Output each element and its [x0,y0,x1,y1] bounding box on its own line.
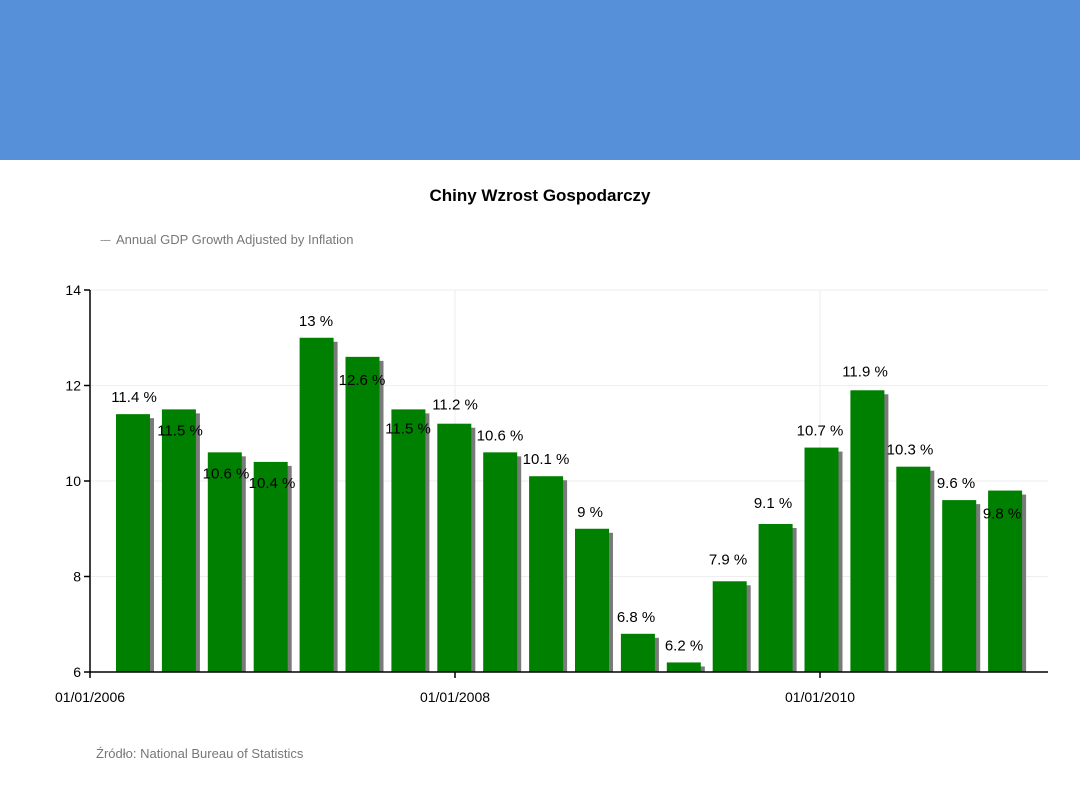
bar [666,662,701,672]
data-label: 10.1 % [523,451,570,468]
data-label: 11.5 % [157,422,203,439]
y-tick-label: 6 [73,664,81,680]
data-label: 11.9 % [842,363,888,380]
bar [804,447,839,672]
bar [207,452,242,672]
bar [896,466,931,672]
y-tick-label: 10 [65,473,81,489]
bar [575,528,609,672]
legend-label: Annual GDP Growth Adjusted by Inflation [116,232,354,247]
bar [345,356,380,672]
y-tick-label: 8 [73,569,81,585]
data-label: 9 % [577,504,603,521]
data-label: 11.2 % [432,397,478,414]
bar [253,461,288,672]
data-label: 9.8 % [983,506,1021,523]
data-label: 10.4 % [249,475,296,492]
bar [437,423,472,672]
header-band [0,0,1080,160]
bar [758,523,793,672]
data-label: 10.6 % [477,427,524,444]
y-tick-label: 12 [65,378,81,394]
chart-title: Chiny Wzrost Gospodarczy [429,186,651,205]
data-label: 9.1 % [754,495,792,512]
bar [850,390,885,672]
data-label: 6.8 % [617,609,655,626]
data-label: 10.3 % [887,442,934,459]
data-label: 9.6 % [937,475,975,492]
data-label: 6.2 % [665,637,703,654]
data-label: 10.6 % [203,465,250,482]
x-tick-label: 01/01/2010 [785,689,855,705]
data-label: 13 % [299,313,333,330]
data-label: 7.9 % [709,551,747,568]
bar [620,633,655,672]
bar [116,414,150,672]
data-label: 10.7 % [797,423,844,440]
chart-legend: --- Annual GDP Growth Adjusted by Inflati… [100,232,354,247]
bar [942,500,977,672]
bar [529,476,564,672]
data-label: 12.6 % [339,372,386,389]
bar [161,409,196,672]
data-label: 11.4 % [111,389,157,406]
bar [299,337,334,672]
x-tick-label: 01/01/2008 [420,689,490,705]
legend-line-icon: --- [100,232,111,247]
bar [391,409,426,672]
data-label: 11.5 % [385,420,431,437]
bar [483,452,518,672]
bar [988,490,1023,672]
bar [712,581,747,672]
source-note: Źródło: National Bureau of Statistics [96,746,304,761]
x-tick-label: 01/01/2006 [55,689,125,705]
y-tick-label: 14 [65,282,81,298]
